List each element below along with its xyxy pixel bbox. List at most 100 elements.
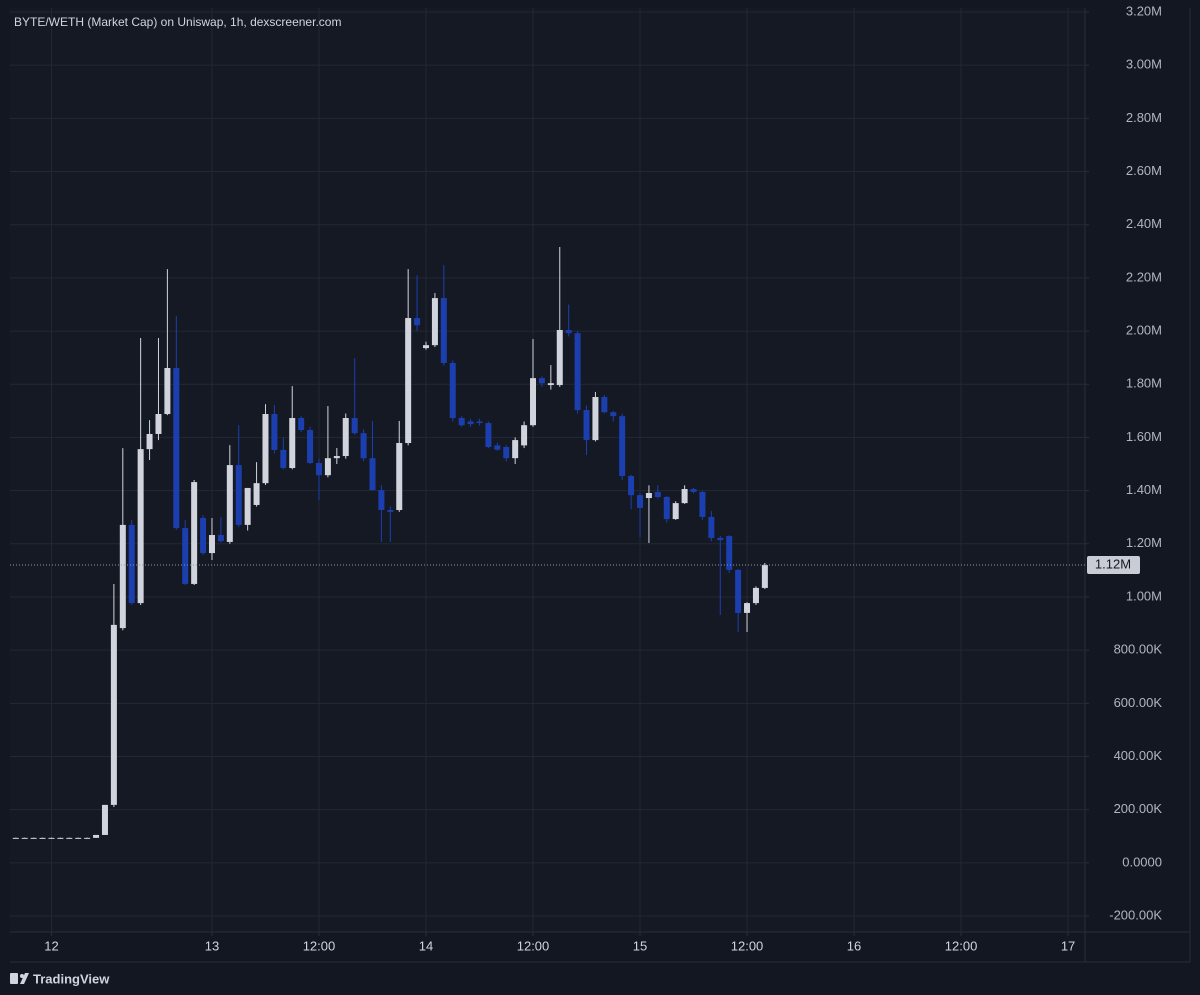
x-tick-label: 12:00: [945, 938, 978, 953]
x-tick-label: 15: [633, 938, 647, 953]
candle-body: [387, 510, 394, 512]
y-tick-label: 2.20M: [1126, 269, 1162, 284]
candle-body: [253, 483, 260, 505]
candle-body: [280, 449, 287, 469]
candle-body: [556, 330, 563, 386]
candle-body: [217, 535, 224, 542]
candle-body: [761, 565, 768, 588]
candle-body: [39, 837, 46, 839]
candle-body: [422, 345, 429, 349]
candle-body: [654, 491, 661, 497]
brand-name: TradingView: [33, 971, 110, 986]
y-tick-label: 1.60M: [1126, 429, 1162, 444]
price-label-box: [1087, 556, 1140, 575]
candle-body: [637, 495, 644, 508]
candle-body: [235, 465, 242, 525]
candle-body: [744, 603, 751, 613]
y-tick-label: 3.20M: [1126, 3, 1162, 18]
candle-body: [467, 421, 474, 425]
candle-body: [173, 368, 180, 529]
candle-body: [208, 535, 215, 554]
candle-body: [191, 482, 198, 584]
y-tick-label: 0.0000: [1122, 854, 1162, 869]
y-tick-label: 2.00M: [1126, 323, 1162, 338]
candle-body: [369, 458, 376, 491]
candle-body: [663, 496, 670, 520]
x-tick-label: 14: [419, 938, 433, 953]
candle-body: [530, 378, 537, 426]
y-tick-label: 400.00K: [1114, 748, 1163, 763]
candle-body: [182, 528, 189, 584]
candle-body: [592, 397, 599, 441]
candle-body: [21, 837, 28, 839]
candle-body: [84, 837, 91, 839]
x-tick-label: 12: [44, 938, 58, 953]
candle-body: [645, 493, 652, 499]
candle-body: [699, 491, 706, 517]
candle-body: [503, 446, 510, 459]
candle-body: [538, 378, 545, 384]
candle-body: [440, 298, 447, 363]
candle-body: [66, 837, 73, 839]
candle-body: [735, 569, 742, 613]
x-tick-label: 12:00: [517, 938, 550, 953]
y-tick-label: 1.00M: [1126, 588, 1162, 603]
candle-body: [512, 440, 519, 459]
candle-body: [119, 524, 126, 629]
candle-body: [476, 421, 483, 424]
candle-body: [289, 418, 296, 469]
y-tick-label: 1.80M: [1126, 376, 1162, 391]
y-tick-label: 800.00K: [1114, 642, 1163, 657]
candle-body: [565, 330, 572, 334]
candles: [12, 247, 768, 839]
candle-body: [75, 837, 82, 839]
candle-body: [414, 318, 421, 326]
y-tick-label: 2.40M: [1126, 216, 1162, 231]
y-tick-label: 2.60M: [1126, 163, 1162, 178]
candle-body: [271, 414, 278, 450]
candle-body: [30, 837, 37, 839]
logo-part: [20, 974, 24, 978]
candle-body: [93, 834, 100, 838]
candle-body: [101, 804, 108, 835]
x-tick-label: 17: [1061, 938, 1075, 953]
candle-body: [155, 414, 162, 434]
candle-body: [200, 517, 207, 554]
candle-body: [262, 414, 269, 484]
candle-body: [128, 524, 135, 604]
candle-body: [752, 587, 759, 604]
candle-body: [396, 443, 403, 511]
logo-part: [10, 973, 18, 984]
y-tick-label: 3.00M: [1126, 57, 1162, 72]
candle-body: [681, 489, 688, 504]
candle-body: [307, 429, 314, 463]
candle-body: [137, 449, 144, 604]
y-tick-label: 1.40M: [1126, 482, 1162, 497]
candle-body: [333, 456, 340, 459]
candle-body: [378, 490, 385, 511]
axes: -200.00K 0.0000 200.00K 400.00K 600.00K 800.0…: [10, 3, 1162, 953]
candle-body: [164, 368, 171, 415]
candle-body: [315, 462, 322, 476]
candle-body: [324, 458, 331, 476]
candle-body: [57, 837, 64, 839]
brand-logo: [10, 973, 29, 984]
candle-body: [458, 418, 465, 426]
candle-body: [619, 416, 626, 476]
x-tick-label: 13: [205, 938, 219, 953]
candle-body: [360, 433, 367, 459]
x-tick-label: 16: [847, 938, 861, 953]
candle-body: [485, 423, 492, 447]
candle-body: [351, 418, 358, 434]
price-label: 1.12M: [1095, 556, 1131, 571]
x-tick-label: 12:00: [303, 938, 336, 953]
candle-body: [690, 489, 697, 492]
chart-title: BYTE/WETH (Market Cap) on Uniswap, 1h, d…: [14, 15, 341, 29]
candle-body: [449, 362, 456, 419]
candle-body: [12, 837, 19, 839]
candle-body: [708, 516, 715, 538]
y-tick-label: 1.20M: [1126, 535, 1162, 550]
y-tick-label: 2.80M: [1126, 110, 1162, 125]
